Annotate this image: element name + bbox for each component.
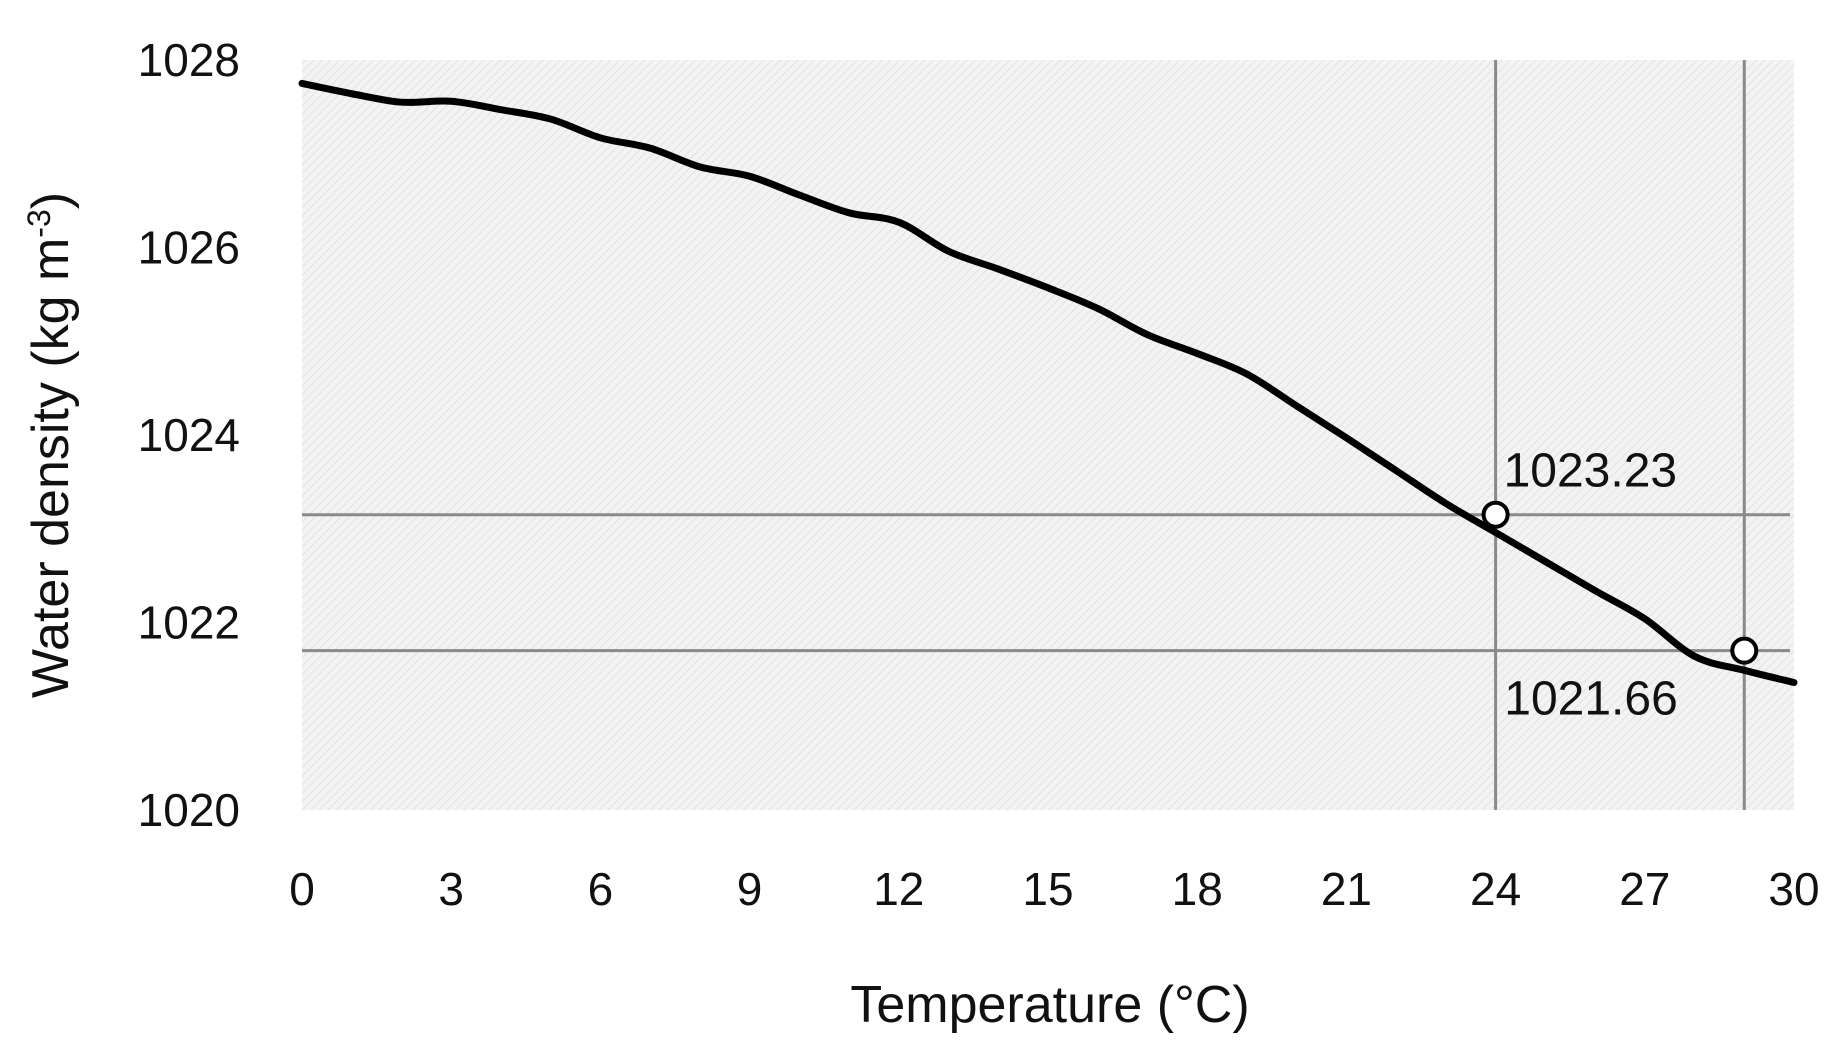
x-axis-title: Temperature (°C) <box>850 976 1249 1034</box>
x-axis-ticks: 0 3 6 9 12 15 18 21 24 27 30 <box>289 863 1819 915</box>
y-axis-title-main: Water density (kg m <box>22 238 80 698</box>
y-axis-title-close: ) <box>22 192 80 209</box>
x-tick-label: 6 <box>588 863 614 915</box>
x-tick-label: 3 <box>438 863 464 915</box>
plot-area <box>302 60 1794 810</box>
x-tick-label: 24 <box>1470 863 1521 915</box>
y-tick-label: 1020 <box>138 784 240 836</box>
annotation-marker-0 <box>1481 500 1510 529</box>
reference-lines <box>302 60 1790 810</box>
y-tick-label: 1026 <box>138 222 240 274</box>
y-tick-label: 1028 <box>138 34 240 86</box>
y-axis-ticks: 1020 1022 1024 1026 1028 <box>138 34 240 836</box>
x-tick-label: 15 <box>1022 863 1073 915</box>
x-tick-label: 27 <box>1619 863 1670 915</box>
x-tick-label: 21 <box>1321 863 1372 915</box>
markers: 1023.23 1021.66 <box>1481 445 1759 726</box>
y-axis-title: Water density (kg m-3) <box>21 192 80 698</box>
annotation-label-1: 1021.66 <box>1504 673 1678 726</box>
x-tick-label: 18 <box>1172 863 1223 915</box>
y-tick-label: 1022 <box>138 597 240 649</box>
x-tick-label: 30 <box>1768 863 1819 915</box>
y-tick-label: 1024 <box>138 409 240 461</box>
annotation-marker-1 <box>1730 636 1759 665</box>
x-tick-label: 0 <box>289 863 315 915</box>
series-line-water-density <box>298 79 1798 686</box>
annotation-label-0: 1023.23 <box>1504 445 1678 498</box>
x-tick-label: 9 <box>737 863 763 915</box>
y-axis-title-superscript: -3 <box>21 209 57 237</box>
x-tick-label: 12 <box>873 863 924 915</box>
